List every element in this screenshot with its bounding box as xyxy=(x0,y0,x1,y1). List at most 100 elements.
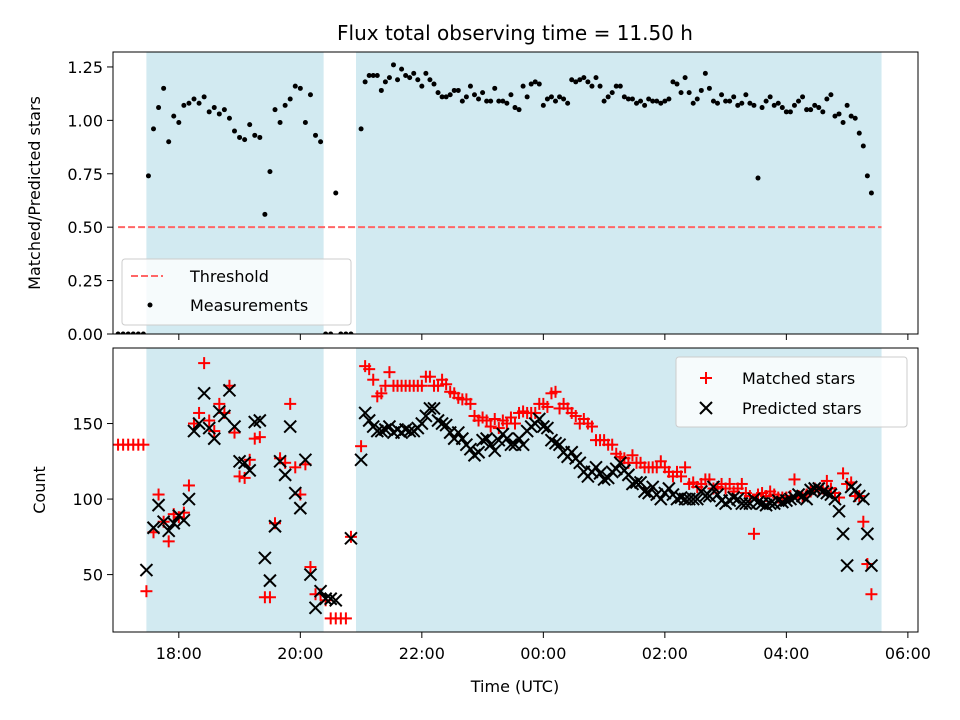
measurement-point xyxy=(666,96,672,102)
predicted-star-point xyxy=(161,524,176,538)
predicted-star-point xyxy=(613,456,628,470)
measurement-point xyxy=(272,107,278,113)
measurement-point xyxy=(796,98,802,104)
measurement-point xyxy=(609,90,615,96)
x-tick-label: 06:00 xyxy=(885,644,931,663)
legend-threshold-label: Threshold xyxy=(189,267,269,286)
y-tick-label: 1.00 xyxy=(67,111,103,130)
measurement-point xyxy=(820,109,826,115)
measurement-point xyxy=(176,120,182,125)
y-tick-label: 1.25 xyxy=(67,58,103,77)
top-panel: 0.00 0.25 0.50 0.75 1.00 1.25 Matched/Predict… xyxy=(25,51,919,344)
measurement-point xyxy=(348,331,354,334)
predicted-star-point xyxy=(589,460,603,475)
predicted-star-point xyxy=(167,516,181,530)
measurement-point xyxy=(395,77,401,83)
measurement-point xyxy=(548,94,554,100)
measurement-point xyxy=(508,92,514,98)
measurement-point xyxy=(848,113,854,119)
measurement-point xyxy=(605,94,611,100)
top-legend-box xyxy=(121,258,352,326)
predicted-star-point xyxy=(633,475,648,490)
measurement-point xyxy=(431,81,437,87)
matched-star-point xyxy=(679,461,692,474)
predicted-star-point xyxy=(323,592,338,606)
measurement-point xyxy=(443,94,449,100)
measurement-point xyxy=(439,94,445,100)
measurement-point xyxy=(471,92,477,98)
measurement-point xyxy=(532,79,538,85)
top-legend: Threshold Measurements xyxy=(121,258,352,326)
measurement-point xyxy=(650,98,656,104)
measurement-point xyxy=(211,105,217,111)
matched-star-point xyxy=(569,409,582,422)
y-tick-label: 100 xyxy=(72,490,103,509)
measurement-point xyxy=(710,98,716,104)
predicted-star-point xyxy=(593,466,607,481)
measurement-point xyxy=(358,126,364,132)
matched-star-point xyxy=(654,455,667,468)
predicted-star-point xyxy=(475,433,490,447)
matched-star-point xyxy=(208,425,221,438)
matched-star-point xyxy=(492,422,505,435)
matched-star-point xyxy=(606,438,619,451)
measurement-point xyxy=(832,113,838,119)
predicted-star-point xyxy=(799,492,814,506)
top-y-ticks: 0.00 0.25 0.50 0.75 1.00 1.25 xyxy=(67,58,113,344)
y-tick-label: 50 xyxy=(83,566,103,585)
measurement-point xyxy=(403,73,409,78)
predicted-star-point xyxy=(187,424,201,438)
matched-star-point xyxy=(440,378,453,391)
measurement-point xyxy=(715,100,721,106)
measurement-point xyxy=(343,331,349,334)
measurement-point xyxy=(573,79,579,85)
predicted-star-point xyxy=(552,437,567,452)
measurement-point xyxy=(362,79,368,85)
predicted-star-point xyxy=(303,567,318,582)
measurement-point xyxy=(151,126,157,132)
measurement-point xyxy=(621,94,627,100)
matched-star-point xyxy=(865,588,878,601)
x-axis-label: Time (UTC) xyxy=(470,677,559,696)
predicted-star-point xyxy=(288,486,302,500)
predicted-star-point xyxy=(423,401,437,416)
measurement-point xyxy=(196,100,202,106)
predicted-star-point xyxy=(313,584,328,598)
predicted-star-point xyxy=(816,484,830,499)
matched-star-point xyxy=(675,470,688,483)
measurement-point xyxy=(844,102,850,108)
top-x-ticks xyxy=(178,334,909,340)
measurement-point xyxy=(840,120,846,125)
matched-star-point xyxy=(253,431,266,444)
matched-star-point xyxy=(182,479,195,492)
measurement-point xyxy=(516,107,522,113)
bottom-legend-box xyxy=(675,356,908,428)
matched-star-point xyxy=(339,612,352,625)
measurement-point xyxy=(751,102,757,108)
predicted-star-point xyxy=(415,416,429,431)
measurement-point xyxy=(706,85,712,91)
measurement-point xyxy=(216,111,222,117)
predicted-star-point xyxy=(828,492,842,506)
predicted-star-point xyxy=(864,558,879,573)
predicted-star-point xyxy=(832,504,846,518)
measurement-point xyxy=(783,109,789,115)
measurement-point xyxy=(307,92,313,98)
top-shaded-intervals xyxy=(146,52,882,334)
predicted-star-point xyxy=(564,445,579,459)
measurement-point xyxy=(232,128,238,134)
measurement-point xyxy=(536,81,542,87)
measurement-point xyxy=(868,190,874,196)
legend-predicted-swatch xyxy=(699,401,713,415)
measurement-point xyxy=(252,132,258,138)
x-tick-label: 02:00 xyxy=(642,644,688,663)
predicted-star-point xyxy=(471,445,486,459)
predicted-star-point xyxy=(739,496,753,511)
predicted-star-point xyxy=(268,519,282,533)
measurement-point xyxy=(682,75,688,81)
predicted-star-point xyxy=(573,456,587,470)
predicted-star-point xyxy=(374,424,389,438)
measurement-point xyxy=(419,83,425,89)
measurement-point xyxy=(166,139,172,145)
measurement-point xyxy=(115,331,121,334)
